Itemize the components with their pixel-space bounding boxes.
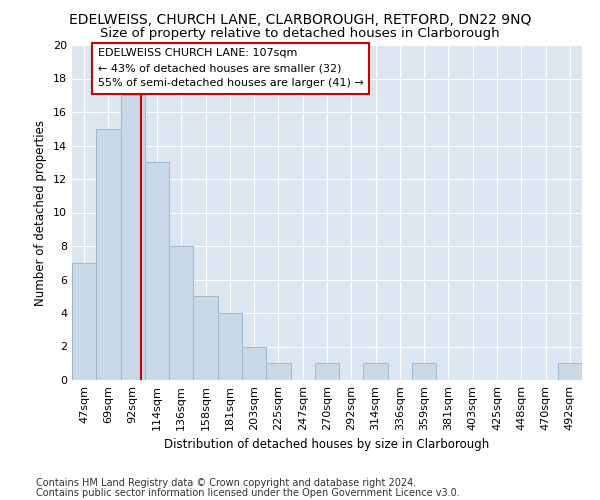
Bar xyxy=(145,162,169,380)
Bar xyxy=(72,263,96,380)
Bar xyxy=(242,346,266,380)
Bar xyxy=(266,363,290,380)
Bar xyxy=(96,128,121,380)
Bar xyxy=(218,313,242,380)
Text: Contains public sector information licensed under the Open Government Licence v3: Contains public sector information licen… xyxy=(36,488,460,498)
Y-axis label: Number of detached properties: Number of detached properties xyxy=(34,120,47,306)
Bar xyxy=(558,363,582,380)
X-axis label: Distribution of detached houses by size in Clarborough: Distribution of detached houses by size … xyxy=(164,438,490,452)
Bar xyxy=(169,246,193,380)
Bar xyxy=(315,363,339,380)
Bar xyxy=(412,363,436,380)
Bar xyxy=(364,363,388,380)
Text: EDELWEISS CHURCH LANE: 107sqm
← 43% of detached houses are smaller (32)
55% of s: EDELWEISS CHURCH LANE: 107sqm ← 43% of d… xyxy=(97,48,363,88)
Text: Contains HM Land Registry data © Crown copyright and database right 2024.: Contains HM Land Registry data © Crown c… xyxy=(36,478,416,488)
Bar xyxy=(121,95,145,380)
Bar xyxy=(193,296,218,380)
Text: Size of property relative to detached houses in Clarborough: Size of property relative to detached ho… xyxy=(100,28,500,40)
Text: EDELWEISS, CHURCH LANE, CLARBOROUGH, RETFORD, DN22 9NQ: EDELWEISS, CHURCH LANE, CLARBOROUGH, RET… xyxy=(69,12,531,26)
